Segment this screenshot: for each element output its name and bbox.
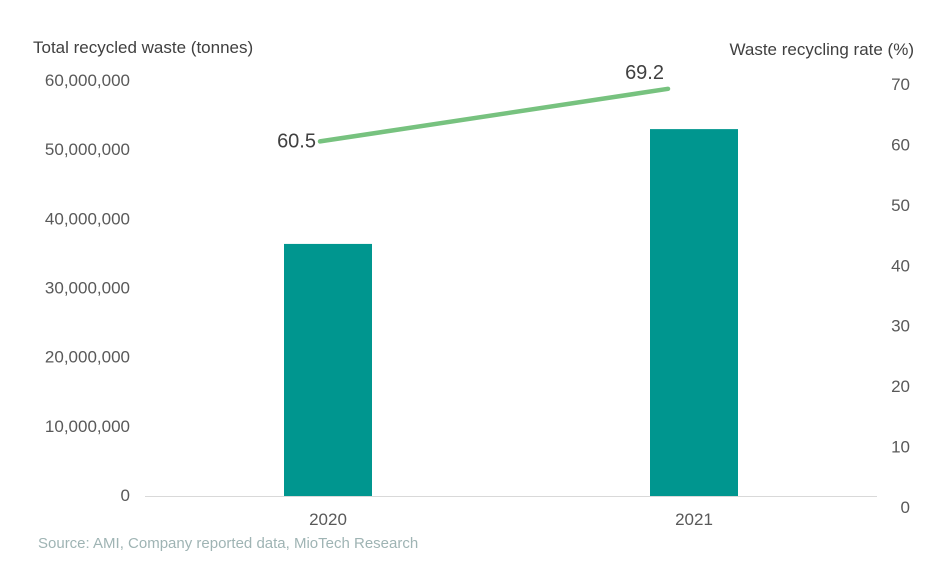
left-tick-label: 0 (121, 486, 130, 505)
right-tick-label: 40 (891, 256, 910, 275)
right-axis: 0 10 20 30 40 50 60 70 (891, 75, 910, 517)
right-tick-label: 70 (891, 75, 910, 94)
left-tick-label: 20,000,000 (45, 348, 130, 367)
bar-2020 (284, 243, 372, 496)
right-tick-label: 60 (891, 135, 910, 154)
right-tick-label: 30 (891, 317, 910, 336)
left-axis-title: Total recycled waste (tonnes) (33, 38, 253, 57)
right-tick-label: 50 (891, 196, 910, 215)
right-tick-label: 20 (891, 377, 910, 396)
x-tick-label: 2020 (309, 510, 347, 529)
left-axis: 0 10,000,000 20,000,000 30,000,000 40,000,00… (45, 71, 130, 505)
source-note: Source: AMI, Company reported data, MioT… (38, 535, 418, 552)
rate-line (317, 86, 671, 144)
x-tick-label: 2021 (675, 510, 713, 529)
left-tick-label: 50,000,000 (45, 140, 130, 159)
left-tick-label: 10,000,000 (45, 417, 130, 436)
left-tick-label: 40,000,000 (45, 209, 130, 228)
rate-line-series: 60.5 69.2 (277, 62, 671, 152)
data-label: 69.2 (625, 62, 664, 84)
right-tick-label: 10 (891, 438, 910, 457)
bar-series (284, 129, 738, 496)
right-tick-label: 0 (901, 498, 910, 517)
right-axis-title: Waste recycling rate (%) (729, 40, 914, 59)
x-axis: 2020 2021 (309, 510, 713, 529)
data-label: 60.5 (277, 130, 316, 152)
bar-2021 (650, 129, 738, 496)
left-tick-label: 30,000,000 (45, 279, 130, 298)
left-tick-label: 60,000,000 (45, 71, 130, 90)
